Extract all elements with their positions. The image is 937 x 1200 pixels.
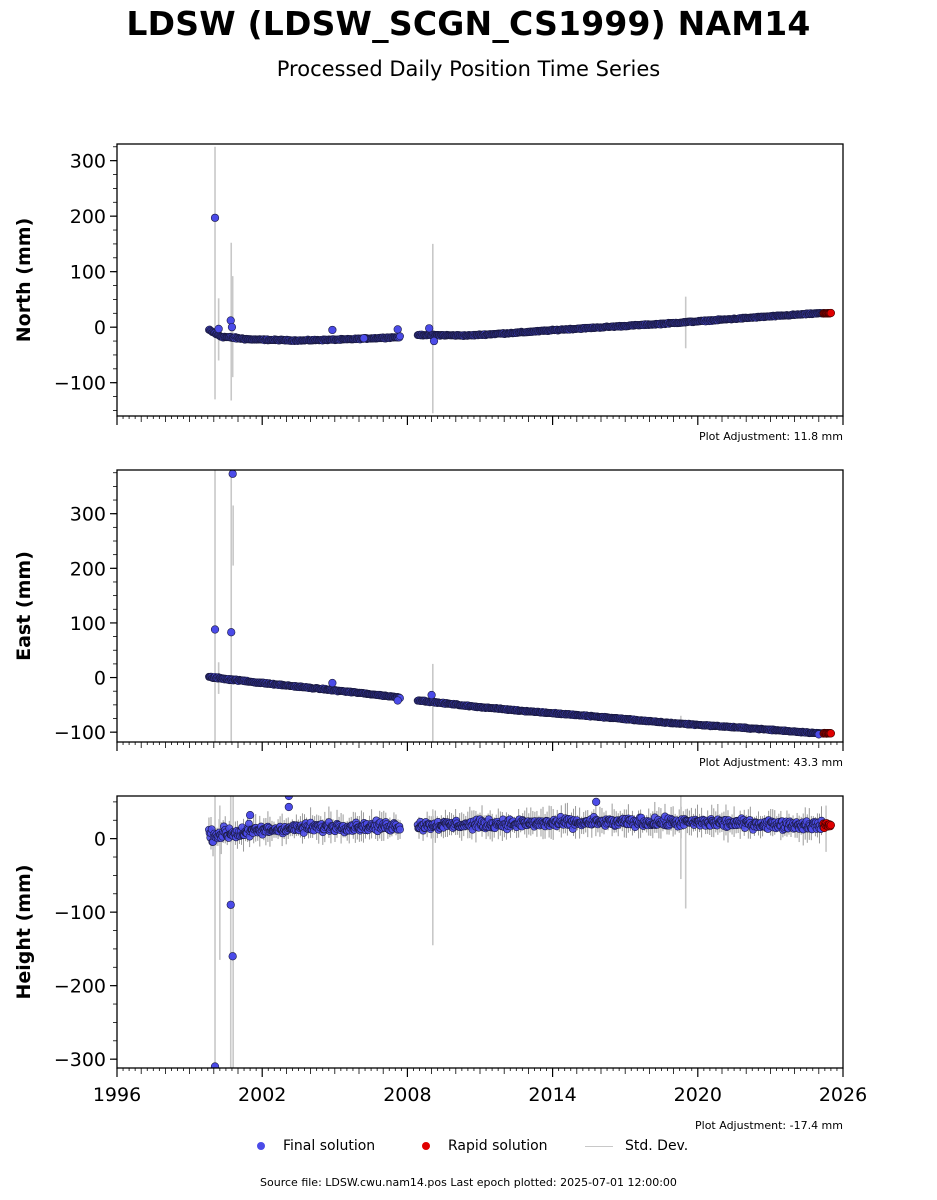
y-tick-label: 0 bbox=[94, 668, 106, 690]
y-axis-label: North (mm) bbox=[13, 218, 35, 343]
std-line-icon bbox=[585, 1145, 613, 1147]
final-point-outlier bbox=[592, 797, 601, 806]
legend-std-label: Std. Dev. bbox=[625, 1138, 689, 1154]
axes-frame bbox=[116, 469, 844, 743]
x-tick-label: 2008 bbox=[383, 1084, 431, 1106]
final-point-outlier bbox=[226, 900, 235, 909]
legend-final: Final solution bbox=[257, 1138, 375, 1154]
plot-adjustment-note: Plot Adjustment: 43.3 mm bbox=[699, 756, 843, 769]
final-point-outlier bbox=[328, 678, 337, 688]
final-point-outlier bbox=[210, 625, 220, 634]
final-point-outlier bbox=[228, 470, 237, 478]
y-tick-label: 0 bbox=[94, 829, 106, 851]
legend-final-label: Final solution bbox=[283, 1138, 376, 1154]
y-tick-label: 0 bbox=[94, 317, 106, 339]
plot-area bbox=[205, 470, 836, 742]
final-point-outlier bbox=[427, 690, 436, 700]
legend-std: Std. Dev. bbox=[585, 1138, 688, 1154]
y-axis-label: East (mm) bbox=[13, 551, 35, 661]
y-tick-label: 100 bbox=[70, 262, 106, 284]
final-point-outlier bbox=[214, 324, 223, 333]
x-tick-label: 2002 bbox=[238, 1084, 286, 1106]
final-point-outlier bbox=[359, 334, 368, 343]
y-tick-label: 200 bbox=[70, 558, 106, 580]
rapid-point bbox=[826, 729, 836, 738]
y-tick-label: 100 bbox=[70, 613, 106, 635]
source-footer: Source file: LDSW.cwu.nam14.pos Last epo… bbox=[260, 1176, 677, 1189]
y-tick-label: 300 bbox=[70, 504, 106, 526]
chart-title: LDSW (LDSW_SCGN_CS1999) NAM14 bbox=[126, 4, 811, 43]
plot-area bbox=[205, 146, 836, 414]
final-point-outlier bbox=[227, 628, 236, 637]
final-point-outlier bbox=[429, 336, 439, 346]
panel-north: −100 0 100 200 300 North (mm) Plot Adjustment:… bbox=[13, 143, 844, 443]
final-point-outlier bbox=[284, 802, 293, 812]
y-tick-label: −100 bbox=[54, 722, 106, 744]
chart-subtitle: Processed Daily Position Time Series bbox=[276, 57, 661, 81]
y-tick-label: 200 bbox=[70, 206, 106, 228]
final-point-outlier bbox=[393, 325, 402, 334]
final-point-outlier bbox=[246, 811, 255, 820]
y-tick-label: −100 bbox=[54, 902, 106, 924]
final-marker-icon bbox=[257, 1142, 265, 1150]
panel-east: −100 0 100 200 300 East (mm) Plot Adjustment: … bbox=[13, 469, 844, 769]
legend-rapid-label: Rapid solution bbox=[448, 1138, 548, 1154]
y-axis-label: Height (mm) bbox=[13, 864, 35, 999]
x-tick-label: 2020 bbox=[674, 1084, 722, 1106]
rapid-point bbox=[826, 821, 836, 830]
x-tick-label: 2014 bbox=[528, 1084, 576, 1106]
y-tick-label: −100 bbox=[54, 373, 106, 395]
axes-frame bbox=[116, 143, 844, 417]
plot-adjustment-note: Plot Adjustment: 11.8 mm bbox=[699, 430, 843, 443]
plot-area bbox=[205, 796, 836, 1068]
final-point-outlier bbox=[210, 213, 220, 222]
plot-adjustment-note: Plot Adjustment: -17.4 mm bbox=[695, 1119, 843, 1132]
x-tick-label: 1996 bbox=[93, 1084, 141, 1106]
rapid-point bbox=[826, 308, 836, 318]
panel-height: −300 −200 −100 0 1996 2002 2008 2014 2020 2026 Hei… bbox=[13, 795, 867, 1132]
final-point-outlier bbox=[210, 1062, 220, 1068]
final-point-outlier bbox=[393, 696, 402, 705]
x-tick-label: 2026 bbox=[819, 1084, 867, 1106]
final-point bbox=[396, 332, 404, 341]
final-point-outlier bbox=[328, 325, 337, 335]
final-point-outlier bbox=[228, 952, 237, 961]
rapid-marker-icon bbox=[422, 1142, 430, 1150]
final-point-outlier bbox=[425, 324, 434, 333]
y-tick-label: 300 bbox=[70, 151, 106, 173]
final-point-outlier bbox=[226, 316, 235, 325]
y-tick-label: −200 bbox=[54, 976, 106, 998]
final-point-outlier bbox=[227, 323, 237, 332]
final-point bbox=[396, 825, 404, 834]
legend-rapid: Rapid solution bbox=[422, 1138, 548, 1154]
y-tick-label: −300 bbox=[54, 1049, 106, 1071]
